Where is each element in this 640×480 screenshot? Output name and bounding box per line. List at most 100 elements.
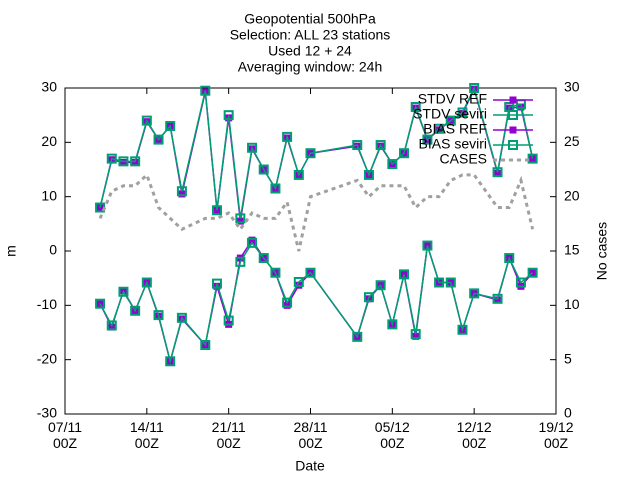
x-tick-label: 07/11 00Z (48, 419, 82, 451)
data-point (153, 310, 164, 321)
x-tick-label: 12/12 00Z (457, 419, 492, 451)
x-axis-label: Date (295, 458, 325, 474)
data-point (283, 301, 291, 309)
legend-marker (508, 110, 518, 120)
data-point (235, 213, 246, 224)
data-point (387, 319, 398, 330)
data-point (200, 339, 211, 350)
data-point (130, 156, 141, 167)
data-point (247, 237, 258, 248)
y2-tick-label: 25 (564, 133, 580, 149)
data-point (305, 267, 316, 278)
x-tick-label-line: 00Z (298, 435, 323, 451)
data-point (375, 140, 386, 151)
legend-label: BIAS REF (423, 121, 487, 137)
data-point (445, 277, 456, 288)
data-point (176, 312, 187, 323)
data-point (270, 183, 281, 194)
x-tick-label-line: 05/12 (375, 419, 410, 435)
series-line (99, 241, 534, 365)
data-point (119, 158, 127, 166)
series-line (98, 172, 535, 252)
data-point (352, 140, 363, 151)
x-tick-label-line: 19/12 (538, 419, 573, 435)
data-point (445, 115, 456, 126)
chart-title: Averaging window: 24h (238, 59, 383, 75)
data-point (293, 169, 304, 180)
legend-marker (508, 140, 518, 150)
data-point (258, 164, 269, 175)
data-point (363, 292, 374, 303)
data-point (282, 297, 293, 308)
data-point (176, 186, 187, 197)
data-point (399, 148, 410, 159)
data-point (434, 277, 445, 288)
x-tick-label-line: 00Z (544, 435, 569, 451)
data-point (95, 298, 106, 309)
y2-axis-label: No cases (594, 222, 610, 280)
data-point (422, 134, 433, 145)
data-point (410, 102, 421, 113)
data-point (492, 293, 503, 304)
x-tick-label-line: 07/11 (48, 419, 82, 435)
data-point (492, 167, 503, 178)
x-tick-label: 19/12 00Z (538, 419, 573, 451)
data-point (458, 110, 466, 118)
x-tick-label-line: 00Z (135, 435, 160, 451)
data-point (131, 158, 139, 166)
y-tick-label: 20 (41, 133, 57, 149)
x-tick-label-line: 00Z (462, 435, 487, 451)
x-tick-label: 28/11 00Z (294, 419, 328, 451)
data-point (141, 115, 152, 126)
data-point (515, 277, 526, 288)
x-tick-label: 05/12 00Z (375, 419, 410, 451)
x-tick-label: 14/11 00Z (130, 419, 164, 451)
legend-label: STDV REF (418, 91, 487, 107)
data-point (200, 85, 211, 96)
data-point (223, 110, 234, 121)
data-point (270, 267, 281, 278)
data-point (375, 280, 386, 291)
data-point (494, 296, 502, 304)
y2-tick-label: 10 (564, 296, 580, 312)
y-tick-label: 30 (41, 79, 57, 95)
data-point (352, 331, 363, 342)
data-point (211, 278, 222, 289)
x-tick-label-line: 14/11 (130, 419, 164, 435)
data-point (469, 83, 480, 93)
legend-marker (509, 126, 517, 134)
data-point (258, 253, 269, 264)
data-point (435, 126, 443, 134)
data-point (457, 324, 468, 335)
y2-tick-label: 30 (564, 79, 580, 95)
data-point (178, 190, 186, 198)
data-point (165, 121, 176, 132)
y-tick-label: 0 (49, 242, 57, 258)
x-tick-label-line: 00Z (217, 435, 242, 451)
chart-title: Geopotential 500hPa (244, 11, 376, 27)
data-point (412, 332, 420, 340)
data-point (363, 169, 374, 180)
y2-tick-label: 20 (564, 187, 580, 203)
data-point (165, 356, 176, 367)
legend-label: BIAS seviri (419, 136, 487, 152)
data-point (130, 305, 141, 316)
legend-label: STDV seviri (413, 106, 487, 122)
data-point (118, 286, 129, 297)
y-tick-label: -20 (37, 350, 57, 366)
data-point (153, 134, 164, 145)
x-tick-label-line: 28/11 (294, 419, 328, 435)
data-point (248, 236, 256, 244)
data-point (494, 169, 502, 177)
x-tick-label-line: 00Z (53, 435, 78, 451)
data-point (247, 142, 258, 153)
data-point (236, 217, 244, 225)
data-point (434, 123, 445, 134)
chart-title: Used 12 + 24 (268, 43, 352, 59)
data-point (211, 205, 222, 216)
y-tick-label: -30 (37, 405, 57, 421)
data-point (457, 107, 468, 118)
data-point (293, 276, 304, 287)
